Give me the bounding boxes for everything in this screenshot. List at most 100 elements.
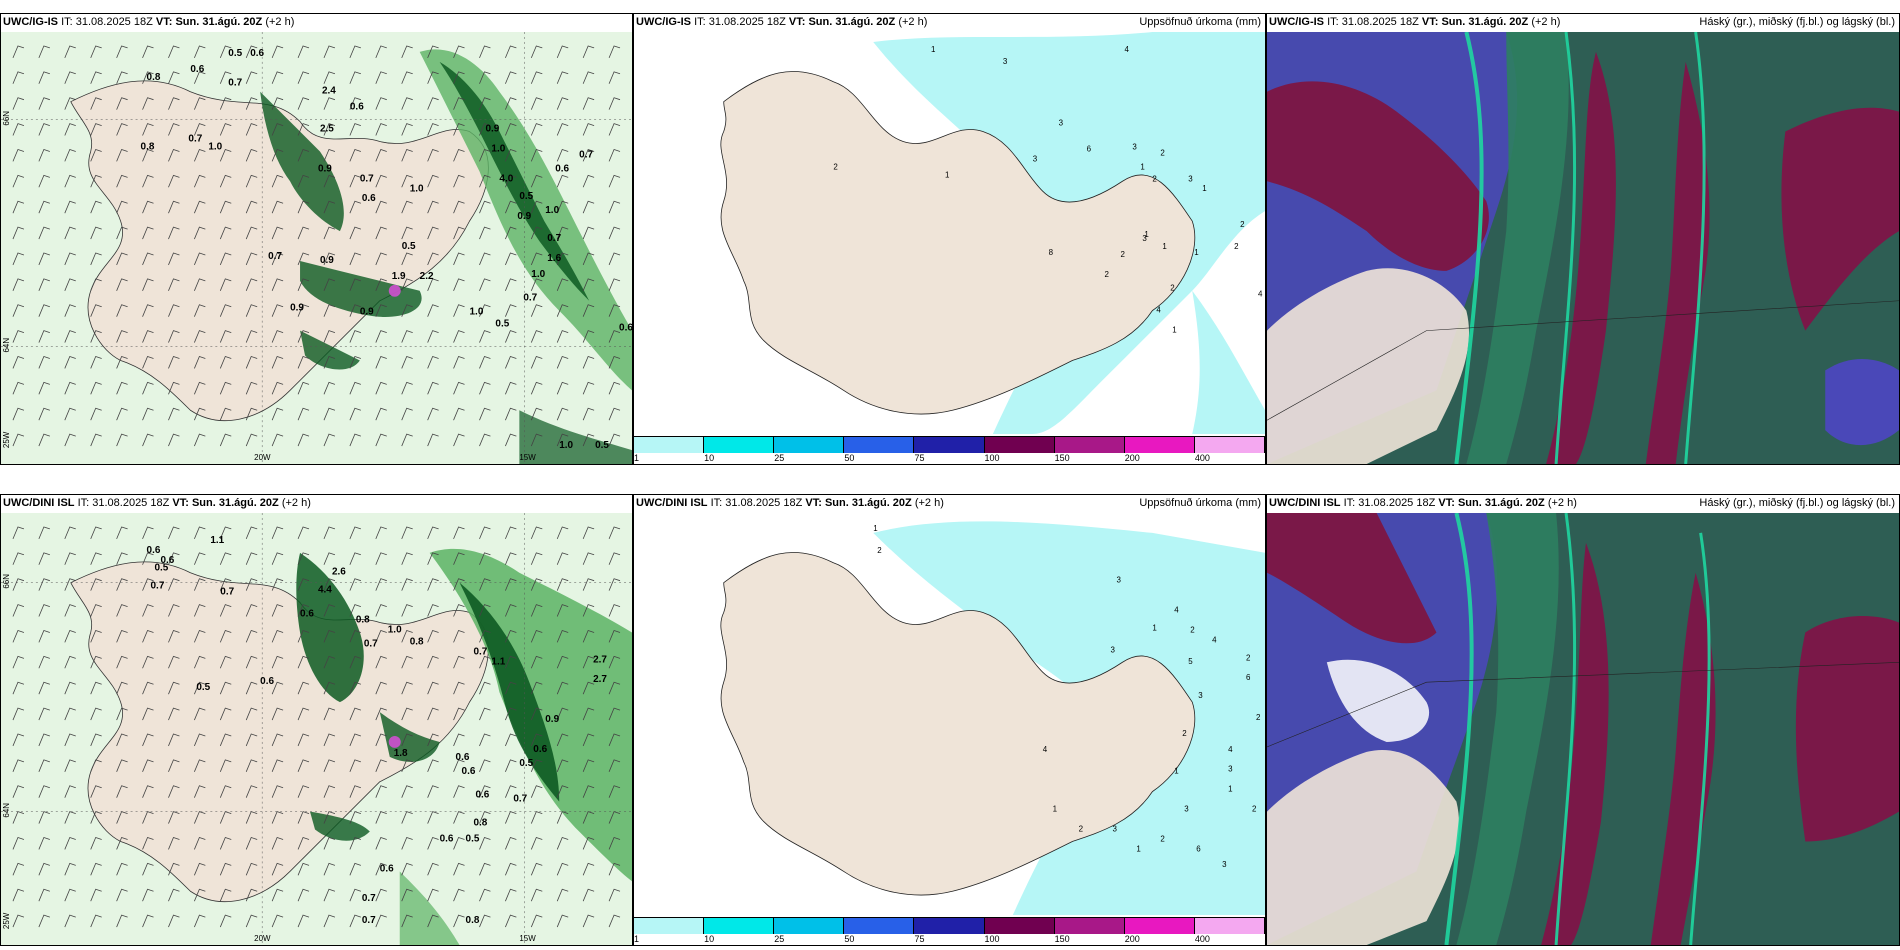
accum-precip-value-label: 1 [1144,230,1149,239]
wind-barb [453,407,465,421]
wind-barb [479,226,491,240]
wind-barb [90,278,102,291]
wind-barb [608,526,621,540]
accum-precip-value-label: 1 [931,45,936,54]
wind-barb [297,629,310,643]
vt-label: VT: [155,16,173,28]
wind-barb [142,552,154,565]
wind-barb [219,681,232,695]
wind-barb [582,888,595,902]
colorbar-tick-label: 75 [914,453,925,463]
wind-barb [142,330,154,343]
wind-barb [556,278,569,291]
wind-barb [116,407,128,421]
accum-precip-value-label: 1 [1194,248,1199,257]
wind-barb [297,304,310,317]
wind-barb [505,97,517,110]
wind-barb [349,278,361,291]
wind-barb [271,97,284,110]
wind-barb [349,733,361,747]
wind-barb [12,914,25,928]
wind-barb [90,552,102,565]
accum-precip-value-label: 3 [1198,691,1203,700]
wind-barb [530,604,543,617]
vt-value: Sun. 31.ágú. 20Z [1441,16,1529,28]
accum-precip-value-label: 4 [1174,606,1179,615]
wind-barb [297,759,310,772]
map-area[interactable]: 0.5 0.6 0.6 0.8 0.7 0.7 0.8 1.0 2.4 0.6 2.5 0.9 0.7 0… [1,32,632,464]
map-area[interactable] [1267,513,1899,945]
wind-barb [401,407,413,421]
wind-barb [453,629,465,643]
panel-ig-is-wind-precip: UWC/IG-IS IT: 31.08.2025 18Z VT: Sun. 31… [0,13,633,465]
wind-barb [479,785,491,798]
wind-barb [427,330,439,343]
wind-barb [12,604,25,617]
precip-value-label: 0.5 [495,319,509,330]
wind-barb [245,888,258,902]
wind-barb [530,381,543,395]
wind-barb [194,97,206,110]
accum-precip-value-label: 2 [1234,242,1239,251]
map-area[interactable] [1267,32,1899,464]
wind-barb [116,200,128,214]
wind-barb [64,862,76,876]
wind-barb [194,407,206,421]
wind-barb [582,604,595,617]
wind-barb [38,707,50,721]
wind-barb [427,578,439,591]
wind-barb [168,578,180,591]
wind-barb [168,785,180,798]
colorbar-tick-label: 10 [704,934,715,944]
wind-barb [142,526,154,540]
wind-barb [505,707,517,721]
wind-barb [323,226,336,240]
wind-barb [530,123,543,136]
accum-precip-value-label: 2 [1182,729,1187,738]
wind-barb [64,45,76,59]
wind-barb [427,862,439,876]
wind-barb [401,629,413,643]
accum-precip-value-label: 1 [873,524,878,533]
wind-barb [168,552,180,565]
wind-barb [556,837,569,850]
precip-value-label: 0.8 [410,636,424,647]
wind-barb [90,578,102,591]
precip-value-label: 0.5 [196,682,210,693]
wind-barb [38,552,50,565]
wind-barb [375,123,387,136]
map-area[interactable]: 1 2 3 4 2 4 1 3 5 2 3 6 2 4 3 1 2 3 2 1 6 3 1 2 4 2 1 3 [634,513,1265,915]
lon-label-15w: 15W [519,453,536,462]
wind-barb [453,174,465,188]
wind-barb [297,356,310,369]
wind-barb [427,148,439,162]
map-area[interactable]: 0.6 0.6 0.5 1.1 0.7 0.7 0.6 2.6 4.4 0.8 1.0 0.7 0.5 0… [1,513,632,945]
colorbar-tick-label: 1 [634,934,640,944]
wind-barb [116,330,128,343]
accum-precip-value-label: 4 [1228,745,1233,754]
offset: (+2 h) [1547,497,1577,509]
wind-barb [453,200,465,214]
wind-barb [401,604,413,617]
colorbar-tick-label: 400 [1194,934,1210,944]
panel-header: UWC/DINI ISL IT: 31.08.2025 18Z VT: Sun.… [1269,497,1895,513]
model-name: UWC/IG-IS [3,16,58,28]
colorbar-tick-label: 100 [984,934,1000,944]
colorbar-tick-label: 50 [844,453,855,463]
wind-barb [194,785,206,798]
wind-barb [453,707,465,721]
vt-label: VT: [788,16,806,28]
it-value: 31.08.2025 18Z [708,16,786,28]
wind-barb [297,433,310,447]
wind-barb [582,733,595,747]
wind-barb [90,914,102,928]
wind-barb [116,681,128,695]
wind-barb [245,655,258,669]
wind-barb [556,433,569,447]
wind-barb [168,330,180,343]
wind-barb [116,655,128,669]
wind-barb [90,200,102,214]
wind-barb [245,785,258,798]
wind-barb [64,552,76,565]
